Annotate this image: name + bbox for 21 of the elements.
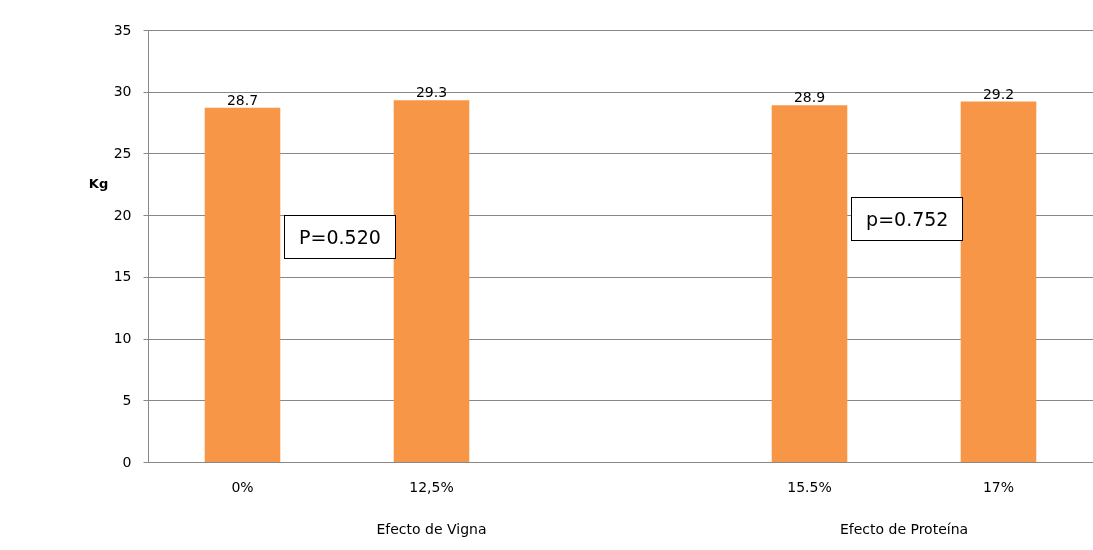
data-label: 29.3 — [415, 84, 448, 101]
y-tick-label: 15 — [113, 268, 132, 285]
data-label: 29.2 — [982, 85, 1015, 102]
annotation: p=0.752 — [851, 197, 964, 241]
y-tick-label: 0 — [122, 453, 132, 470]
y-tick-label: 35 — [113, 21, 132, 38]
x-tick-label: 15.5% — [787, 478, 832, 495]
y-tick-label: 5 — [122, 391, 132, 408]
annotation: P=0.520 — [284, 215, 396, 259]
y-tick-label: 30 — [113, 83, 132, 100]
y-tick-label: 25 — [113, 144, 132, 161]
x-tick-label: 12,5% — [409, 478, 454, 495]
x-tick-label: 0% — [231, 478, 254, 495]
text: Efecto de Proteína — [839, 521, 969, 537]
y-tick-label: 20 — [113, 206, 132, 223]
data-label: 28.7 — [226, 91, 259, 108]
data-label: 28.9 — [793, 89, 826, 106]
y-axis-title: Kg — [88, 175, 109, 191]
text: Efecto de Vigna — [376, 521, 487, 537]
y-tick-label: 10 — [113, 330, 132, 347]
x-tick-label: 17% — [982, 478, 1015, 495]
